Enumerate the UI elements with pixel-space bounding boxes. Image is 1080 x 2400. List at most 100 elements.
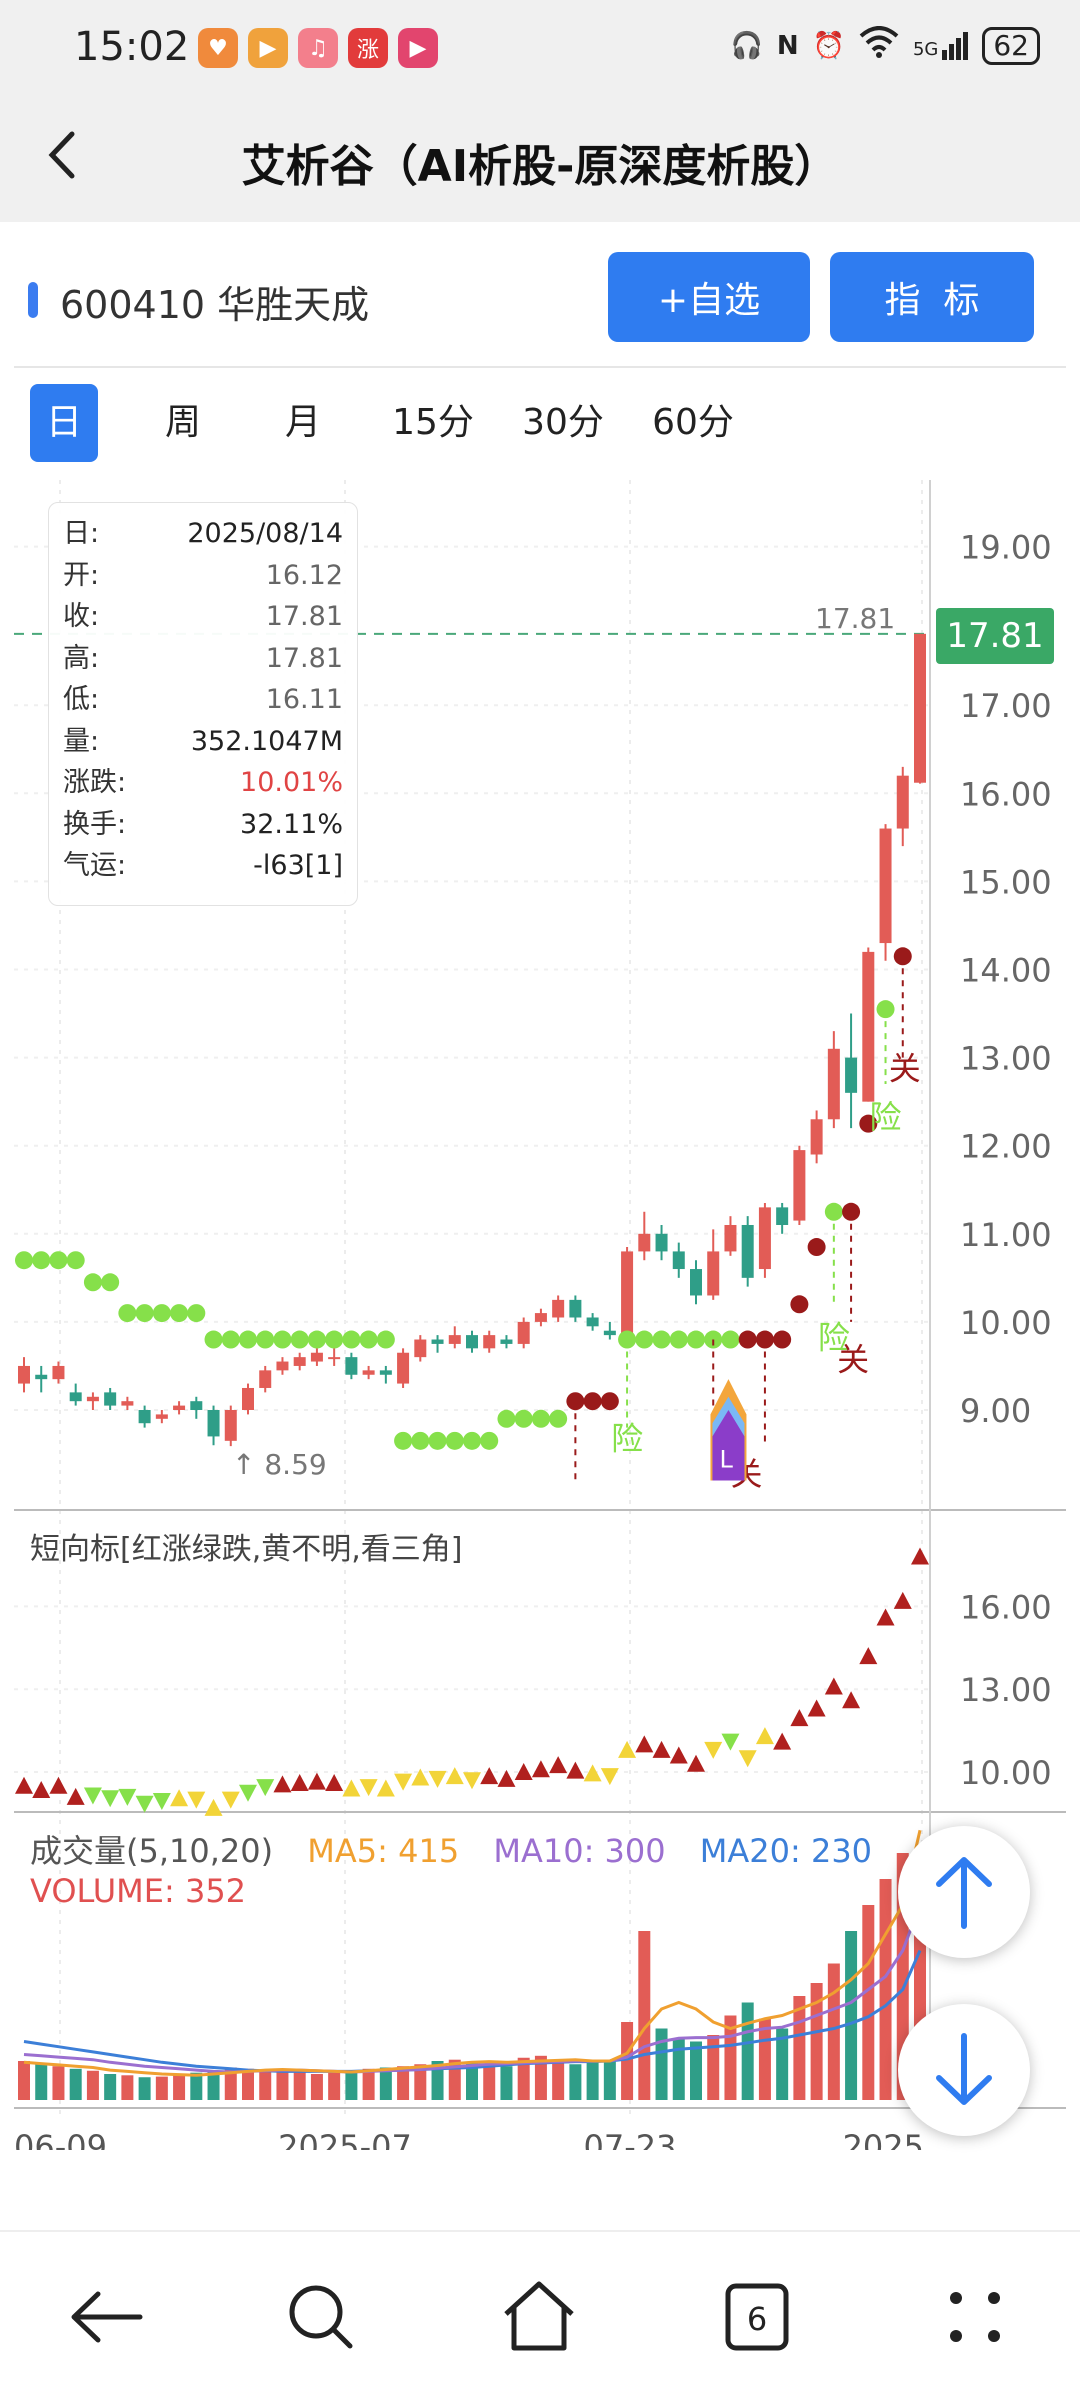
- ma10-label: MA10: 300: [493, 1832, 666, 1870]
- up-triangle: [687, 1754, 705, 1772]
- up-triangle: [911, 1547, 929, 1565]
- music-app-icon: ♫: [298, 28, 338, 68]
- candle-body: [500, 1339, 513, 1344]
- scroll-down-button[interactable]: [898, 2004, 1030, 2136]
- video-app-icon: ▶: [248, 28, 288, 68]
- wifi-icon: [859, 26, 899, 65]
- indicator-button[interactable]: 指 标: [830, 252, 1034, 342]
- candle-body: [672, 1251, 685, 1270]
- volume-bar: [155, 2076, 168, 2100]
- x-axis-label: 2025: [843, 2128, 924, 2150]
- up-triangle: [531, 1760, 550, 1778]
- volume-bar: [345, 2070, 358, 2100]
- candle-body: [845, 1057, 858, 1093]
- trend-dot: [239, 1330, 257, 1349]
- up-triangle: [652, 1740, 671, 1758]
- info-label: 涨跌:: [63, 767, 127, 798]
- search-icon: [289, 2285, 353, 2349]
- close-signal-label: 关: [837, 1340, 869, 1378]
- up-triangle: [15, 1776, 33, 1794]
- trend-dot: [83, 1273, 102, 1292]
- down-triangle: [83, 1787, 102, 1805]
- down-triangle: [118, 1788, 137, 1806]
- down-triangle: [187, 1791, 206, 1809]
- add-watchlist-button[interactable]: +自选: [608, 252, 810, 342]
- volume-bar: [362, 2068, 375, 2100]
- candle-body: [569, 1299, 582, 1318]
- period-tab-4[interactable]: 30分: [522, 402, 604, 443]
- trend-dot: [687, 1330, 705, 1349]
- nav-search-button[interactable]: [276, 2272, 366, 2362]
- period-tabs: 日 周 月 15分 30分 60分: [30, 384, 758, 464]
- down-triangle: [428, 1770, 447, 1788]
- risk-signal-label: 险: [818, 1318, 850, 1356]
- up-triangle: [876, 1608, 895, 1626]
- nav-home-button[interactable]: [494, 2272, 584, 2362]
- period-tab-3[interactable]: 15分: [392, 402, 474, 443]
- price-axis-label: 9.00: [960, 1392, 1031, 1430]
- period-tab-0[interactable]: 日: [30, 384, 98, 462]
- volume-bar: [190, 2072, 203, 2100]
- nav-tabs-button[interactable]: 6: [712, 2272, 802, 2362]
- volume-bar: [655, 2028, 668, 2100]
- info-label: 换手:: [63, 808, 127, 840]
- volume-bar: [379, 2067, 392, 2100]
- info-value: 17.81: [265, 601, 343, 632]
- down-triangle: [135, 1795, 154, 1813]
- ma5-line: [23, 1829, 922, 2077]
- trend-dot: [290, 1330, 309, 1349]
- volume-bar: [18, 2061, 30, 2100]
- ma5-label: MA5: 415: [307, 1832, 460, 1870]
- volume-bar: [827, 1963, 840, 2100]
- candle-body: [896, 775, 909, 829]
- high-marker-label: 17.81: [815, 602, 895, 635]
- price-axis-label: 10.00: [960, 1304, 1052, 1342]
- up-triangle: [583, 1764, 602, 1782]
- trend-dot: [32, 1251, 51, 1270]
- candle-body: [827, 1048, 840, 1120]
- volume-bar: [86, 2070, 99, 2100]
- home-icon: [504, 2281, 574, 2351]
- candle-body: [259, 1370, 272, 1388]
- trend-dot: [445, 1431, 464, 1450]
- arrow-down-icon: [936, 2033, 992, 2105]
- trend-dot: [600, 1392, 619, 1411]
- scroll-up-button[interactable]: [898, 1826, 1030, 1958]
- volume-bar: [310, 2074, 323, 2100]
- up-triangle: [824, 1677, 843, 1695]
- notification-icons: ♥ ▶ ♫ 涨 ▶: [198, 28, 438, 68]
- volume-bar: [52, 2066, 65, 2100]
- candle-body: [810, 1119, 823, 1155]
- up-triangle: [859, 1647, 878, 1665]
- trend-dot: [152, 1304, 171, 1323]
- candle-body: [276, 1361, 289, 1371]
- volume-title: 成交量(5,10,20) MA5: 415 MA10: 300 MA20: 23…: [30, 1826, 896, 1910]
- volume-bar: [121, 2075, 134, 2100]
- indicator-axis-label: 10.00: [960, 1754, 1052, 1792]
- candle-body: [379, 1370, 392, 1375]
- up-triangle: [755, 1727, 774, 1745]
- candle-body: [35, 1374, 48, 1380]
- close-signal-label: 关: [889, 1050, 921, 1088]
- nav-more-button[interactable]: [930, 2272, 1020, 2362]
- trend-dot: [514, 1409, 533, 1428]
- volume-bar: [586, 2062, 599, 2100]
- candle-body: [414, 1339, 427, 1358]
- period-tab-1[interactable]: 周: [164, 402, 201, 443]
- system-icons: 🎧 N ⏰ 5G 62: [730, 26, 1040, 65]
- up-triangle: [273, 1775, 292, 1793]
- volume-bar: [466, 2062, 478, 2100]
- trend-dot: [652, 1330, 671, 1349]
- period-tab-5[interactable]: 60分: [652, 402, 734, 443]
- trend-dot: [118, 1304, 137, 1323]
- period-tab-2[interactable]: 月: [284, 402, 321, 443]
- back-button[interactable]: [30, 120, 100, 190]
- candle-body: [776, 1207, 789, 1225]
- up-triangle: [342, 1779, 361, 1797]
- info-label: 开:: [63, 559, 100, 591]
- info-label: 气运:: [63, 850, 127, 881]
- up-triangle: [170, 1789, 189, 1807]
- nav-back-button[interactable]: [62, 2272, 152, 2362]
- ohlc-info-panel: 日: 2025/08/14 开: 16.12 收: 17.81 高: 17.81 低: 16.11…: [48, 502, 358, 906]
- candle-body: [862, 951, 875, 1102]
